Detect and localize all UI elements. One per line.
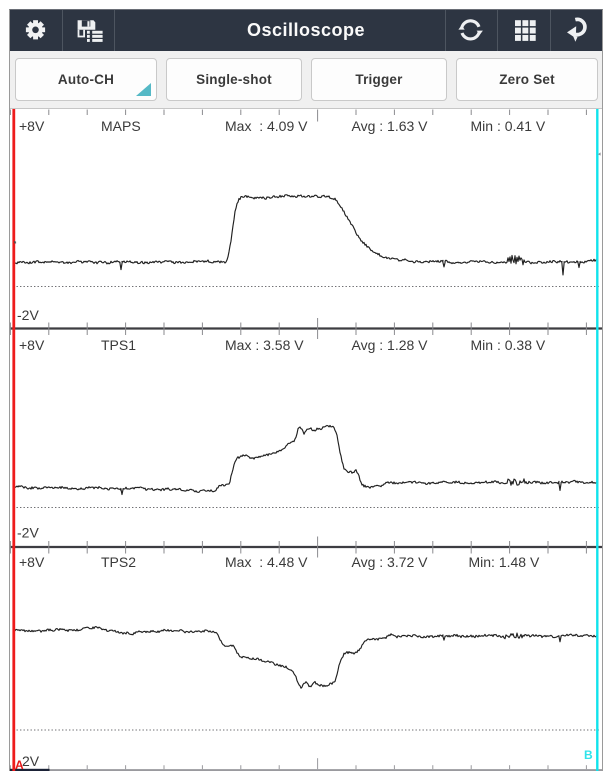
- svg-text:A: A: [15, 758, 24, 771]
- svg-text:+8V: +8V: [19, 337, 45, 353]
- svg-text:+8V: +8V: [19, 118, 45, 134]
- svg-text:Max : 3.58 V: Max : 3.58 V: [225, 337, 304, 353]
- svg-text:-2V: -2V: [17, 307, 39, 323]
- svg-text:Avg : 3.72 V: Avg : 3.72 V: [352, 554, 429, 570]
- svg-text:Max : 4.48 V: Max : 4.48 V: [225, 554, 308, 570]
- svg-text:-2V: -2V: [17, 525, 39, 541]
- svg-text:2V: 2V: [22, 753, 40, 769]
- svg-text:B: B: [584, 748, 593, 762]
- svg-text:Min : 0.41 V: Min : 0.41 V: [471, 118, 546, 134]
- svg-text:Avg : 1.63 V: Avg : 1.63 V: [352, 118, 429, 134]
- svg-text:MAPS: MAPS: [101, 118, 141, 134]
- svg-text:Avg : 1.28 V: Avg : 1.28 V: [352, 337, 429, 353]
- svg-text:+8V: +8V: [19, 554, 45, 570]
- svg-text:Min: 1.48 V: Min: 1.48 V: [469, 554, 540, 570]
- svg-text:Min : 0.38 V: Min : 0.38 V: [471, 337, 546, 353]
- svg-text:Max : 4.09 V: Max : 4.09 V: [225, 118, 308, 134]
- svg-text:TPS1: TPS1: [101, 337, 136, 353]
- svg-text:TPS2: TPS2: [101, 554, 136, 570]
